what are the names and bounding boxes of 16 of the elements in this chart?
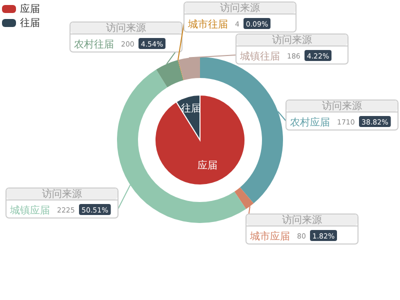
text: 访问来源 — [220, 3, 260, 14]
slice-label: 城市应届 — [249, 230, 290, 242]
slice-label: 城镇应届 — [9, 204, 50, 216]
text: 访问来源 — [106, 23, 146, 34]
legend-label: 应届 — [20, 2, 40, 16]
pie-slice — [154, 94, 246, 186]
text: 访问来源 — [322, 101, 362, 112]
slice-label: 城市往届 — [187, 18, 228, 30]
slice-label: 城镇往届 — [239, 50, 280, 62]
slice-label: 农村应届 — [290, 116, 330, 128]
slice-label: 应届 — [197, 159, 218, 172]
legend-label: 往届 — [20, 16, 40, 30]
slice-label: 访问来源 — [282, 214, 322, 226]
text: 访问来源 — [42, 189, 82, 200]
slice-label: 农村往届 — [74, 38, 114, 50]
text: 访问来源 — [272, 35, 312, 46]
